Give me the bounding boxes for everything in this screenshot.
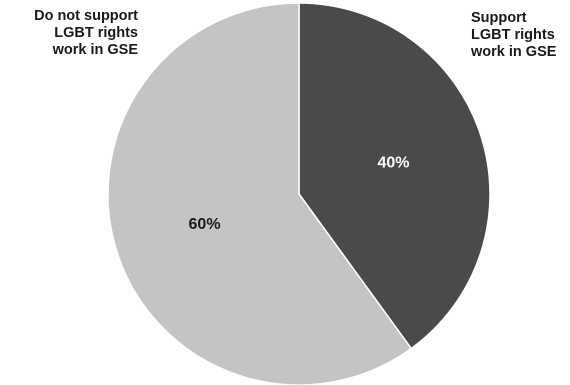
label-support-line-2: LGBT rights [471,27,555,43]
label-do-not-support-line-2: LGBT rights [54,25,138,41]
label-do-not-support-line-1: Do not support [34,8,138,24]
pie-slice-do-not-support [107,2,413,385]
pie-slice-support [298,2,491,350]
pie-slice-label-support: 40% [377,155,409,172]
label-support: Support LGBT rights work in GSE [471,10,556,61]
label-do-not-support-line-3: work in GSE [52,42,138,58]
pie-slice-labels: 40% 60% [189,155,410,233]
pie-slices [107,2,491,385]
label-support-line-1: Support [471,10,527,26]
label-support-line-3: work in GSE [471,44,557,60]
label-do-not-support: Do not support LGBT rights work in GSE [34,8,138,59]
pie-slice-label-do-not-support: 60% [189,216,221,233]
